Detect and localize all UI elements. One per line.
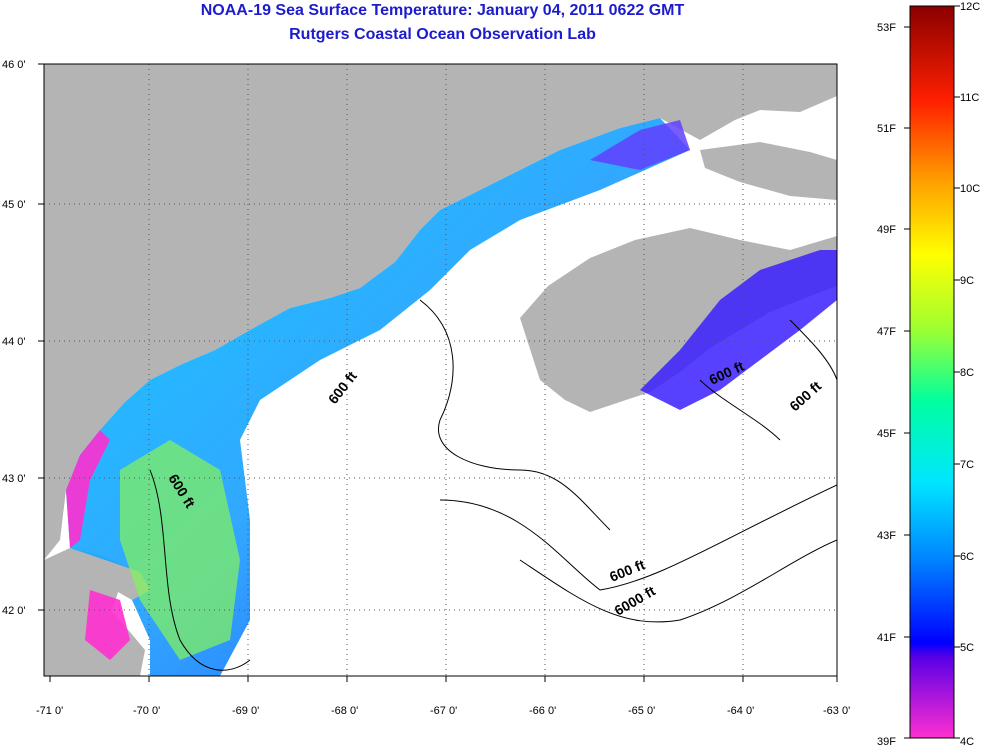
lon-label-68: -68 0' <box>331 705 358 717</box>
land-mainland <box>44 64 837 560</box>
colorbar-f-47: 47F <box>877 326 896 338</box>
sst-cold-capecod <box>85 590 130 660</box>
lat-label-42: 42 0' <box>2 605 26 617</box>
lon-label-66: -66 0' <box>529 705 556 717</box>
colorbar-c-12: 12C <box>960 1 980 13</box>
colorbar-scale <box>909 5 955 739</box>
sst-cold-nearshore <box>66 430 110 548</box>
map-border <box>43 63 838 677</box>
colorbar-c-10: 10C <box>960 183 980 195</box>
land-pei <box>700 142 837 200</box>
colorbar-c-5: 5C <box>960 642 974 654</box>
depth-contours <box>149 299 837 671</box>
lon-label-70: -70 0' <box>133 705 160 717</box>
colorbar-f-49: 49F <box>877 224 896 236</box>
map-title: NOAA-19 Sea Surface Temperature: January… <box>200 2 685 19</box>
colorbar-f-53: 53F <box>877 22 896 34</box>
colorbar-c-11: 11C <box>960 92 979 104</box>
colorbar-f-39: 39F <box>877 736 896 748</box>
lon-label-63: -63 0' <box>823 705 850 717</box>
colorbar-f-45: 45F <box>877 428 896 440</box>
lat-label-45: 45 0' <box>2 199 26 211</box>
colorbar-c-6: 6C <box>960 551 974 563</box>
lon-label-67: -67 0' <box>430 705 457 717</box>
colorbar-f-51: 51F <box>877 123 896 135</box>
sst-nova-scotia-swath <box>640 250 837 410</box>
colorbar-c-4: 4C <box>960 736 974 748</box>
map-subtitle: Rutgers Coastal Ocean Observation Lab <box>289 26 596 43</box>
colorbar-f-43: 43F <box>877 530 896 542</box>
graticule <box>44 64 837 676</box>
lon-label-65: -65 0' <box>628 705 655 717</box>
colorbar-ticks <box>904 5 960 739</box>
lat-ticks <box>38 63 44 611</box>
colorbar-c-8: 8C <box>960 367 974 379</box>
lon-label-69: -69 0' <box>232 705 259 717</box>
lat-label-44: 44 0' <box>2 336 26 348</box>
colorbar-c-7: 7C <box>960 459 974 471</box>
colorbar-f-41: 41F <box>877 632 896 644</box>
colorbar-c-9: 9C <box>960 275 974 287</box>
lat-label-43: 43 0' <box>2 473 26 485</box>
lon-label-71: -71 0' <box>36 705 63 717</box>
sst-bay-fundy <box>590 120 690 170</box>
lon-label-64: -64 0' <box>727 705 754 717</box>
lon-ticks <box>49 676 838 682</box>
lat-label-46: 46 0' <box>2 59 26 71</box>
sst-warm-tongue <box>120 440 240 660</box>
